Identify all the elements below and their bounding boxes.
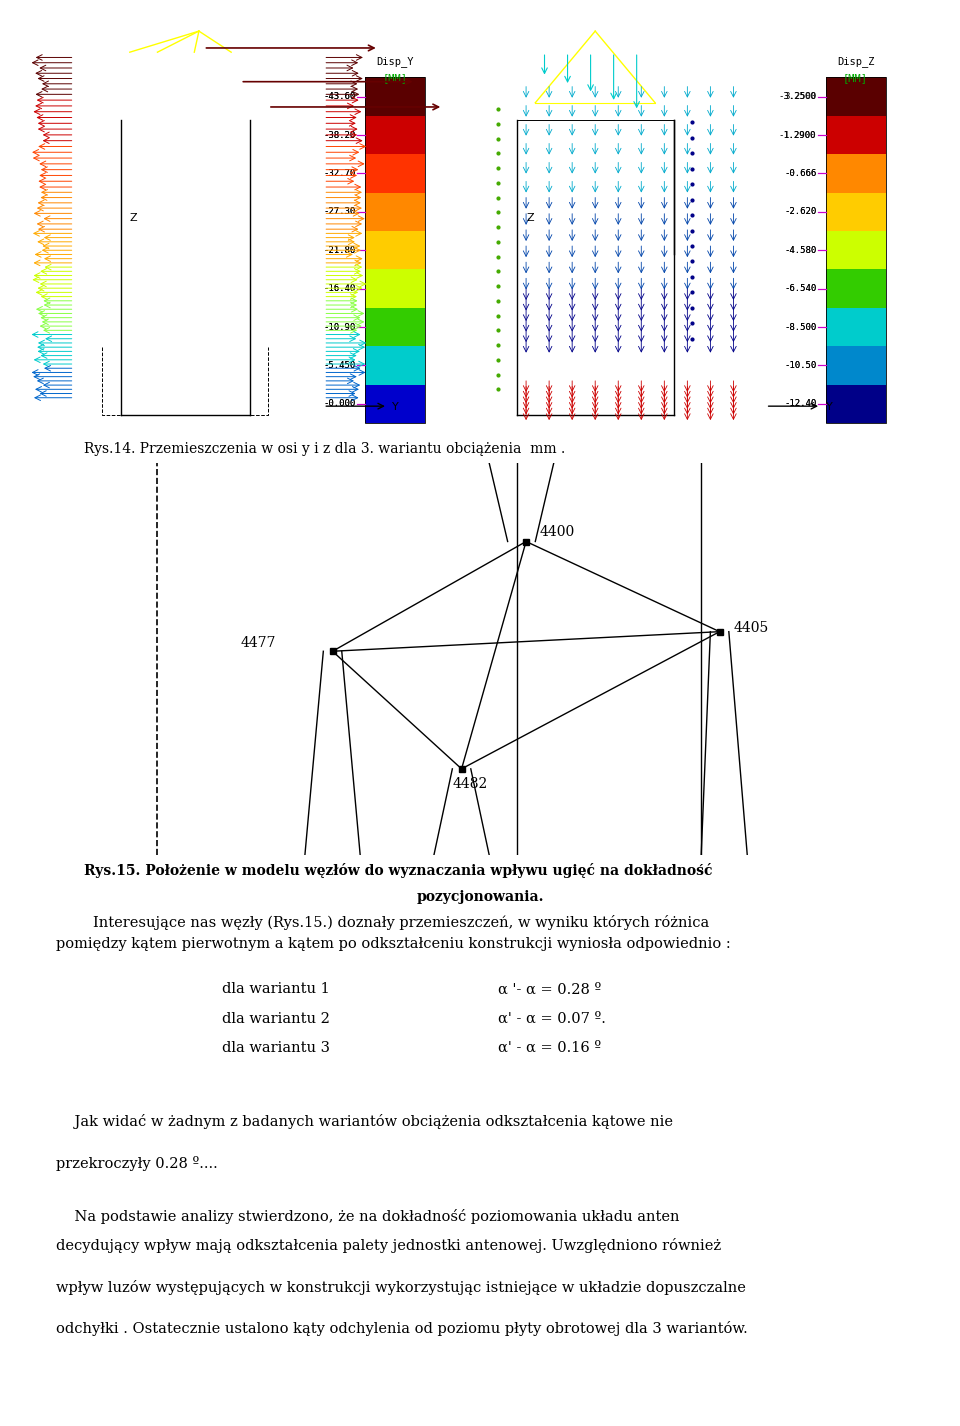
Text: 4477: 4477 xyxy=(240,636,276,650)
Bar xyxy=(826,77,885,116)
Text: Na podstawie analizy stwierdzono, że na dokładność poziomowania układu anten: Na podstawie analizy stwierdzono, że na … xyxy=(56,1209,680,1225)
Text: Jak widać w żadnym z badanych wariantów obciążenia odkształcenia kątowe nie: Jak widać w żadnym z badanych wariantów … xyxy=(56,1114,673,1129)
Text: -2.620: -2.620 xyxy=(784,207,816,217)
Bar xyxy=(365,347,424,385)
Text: -38.20: -38.20 xyxy=(324,131,355,140)
Text: -8.500: -8.500 xyxy=(784,322,816,331)
Bar xyxy=(365,270,424,308)
Bar xyxy=(365,116,424,154)
Bar xyxy=(826,270,885,308)
Text: -0.666: -0.666 xyxy=(784,168,816,178)
Text: [MM]: [MM] xyxy=(382,73,407,83)
Text: -10.90: -10.90 xyxy=(324,322,355,331)
Text: -3.2500: -3.2500 xyxy=(779,93,816,101)
Text: 1.2900: 1.2900 xyxy=(784,131,816,140)
Bar xyxy=(826,116,885,154)
Text: Rys.15. Położenie w modelu węzłów do wyznaczania wpływu ugięć na dokładność: Rys.15. Położenie w modelu węzłów do wyz… xyxy=(84,863,712,878)
Bar xyxy=(365,77,424,116)
Text: α' - α = 0.07 º.: α' - α = 0.07 º. xyxy=(498,1012,607,1025)
Text: -1.2900: -1.2900 xyxy=(779,131,816,140)
Bar xyxy=(826,193,885,231)
Text: Rys.14. Przemieszczenia w osi y i z dla 3. wariantu obciążenia  mm .: Rys.14. Przemieszczenia w osi y i z dla … xyxy=(84,442,565,456)
Bar xyxy=(365,385,424,424)
Text: 3.2500: 3.2500 xyxy=(784,93,816,101)
Text: -16.40: -16.40 xyxy=(324,284,355,294)
Text: 4405: 4405 xyxy=(733,620,769,635)
Bar xyxy=(826,231,885,270)
Text: decydujący wpływ mają odkształcenia palety jednostki antenowej. Uwzględniono rów: decydujący wpływ mają odkształcenia pale… xyxy=(56,1238,721,1253)
Text: -5.450: -5.450 xyxy=(324,361,355,369)
Text: [MM]: [MM] xyxy=(843,73,868,83)
Text: przekroczyły 0.28 º....: przekroczyły 0.28 º.... xyxy=(56,1155,218,1171)
Bar xyxy=(365,77,424,424)
Text: -4.580: -4.580 xyxy=(784,245,816,255)
Text: Y: Y xyxy=(826,402,832,412)
Bar xyxy=(365,308,424,347)
Text: wpływ luzów występujących w konstrukcji wykorzystując istniejące w układzie dopu: wpływ luzów występujących w konstrukcji … xyxy=(56,1281,746,1295)
Text: Disp_Y: Disp_Y xyxy=(376,56,414,67)
Text: -6.540: -6.540 xyxy=(784,284,816,294)
Bar xyxy=(826,347,885,385)
Text: -12.40: -12.40 xyxy=(784,399,816,408)
Text: -0.666: -0.666 xyxy=(784,168,816,178)
Text: -2.620: -2.620 xyxy=(784,207,816,217)
Text: 4400: 4400 xyxy=(540,525,575,539)
Bar xyxy=(826,154,885,193)
Bar xyxy=(365,154,424,193)
Text: α' - α = 0.16 º: α' - α = 0.16 º xyxy=(498,1041,602,1055)
Text: -27.30: -27.30 xyxy=(324,207,355,217)
Text: Z: Z xyxy=(130,212,137,222)
Bar xyxy=(365,231,424,270)
Text: -43.60: -43.60 xyxy=(324,93,355,101)
Text: -10.90: -10.90 xyxy=(324,322,355,331)
Text: -32.70: -32.70 xyxy=(324,168,355,178)
Text: -0.000: -0.000 xyxy=(324,399,355,408)
Text: -0.000: -0.000 xyxy=(324,399,355,408)
Text: -8.500: -8.500 xyxy=(784,322,816,331)
Text: -32.70: -32.70 xyxy=(324,168,355,178)
Text: pozycjonowania.: pozycjonowania. xyxy=(417,890,543,904)
Text: -27.30: -27.30 xyxy=(324,207,355,217)
Text: α '- α = 0.28 º: α '- α = 0.28 º xyxy=(498,983,602,997)
Text: -10.50: -10.50 xyxy=(784,361,816,369)
Text: -12.40: -12.40 xyxy=(784,399,816,408)
Text: -43.60: -43.60 xyxy=(324,93,355,101)
Text: odchyłki . Ostatecznie ustalono kąty odchylenia od poziomu płyty obrotowej dla 3: odchyłki . Ostatecznie ustalono kąty odc… xyxy=(56,1322,748,1336)
Text: pomiędzy kątem pierwotnym a kątem po odkształceniu konstrukcji wyniosła odpowied: pomiędzy kątem pierwotnym a kątem po odk… xyxy=(56,937,731,951)
Bar xyxy=(826,308,885,347)
Text: dla wariantu 3: dla wariantu 3 xyxy=(222,1041,330,1055)
Text: -4.580: -4.580 xyxy=(784,245,816,255)
Text: dla wariantu 2: dla wariantu 2 xyxy=(222,1012,330,1025)
Bar xyxy=(826,77,885,424)
Text: Y: Y xyxy=(393,402,399,412)
Text: Interesujące nas węzły (Rys.15.) doznały przemieszczeń, w wyniku których różnica: Interesujące nas węzły (Rys.15.) doznały… xyxy=(56,915,709,930)
Text: Disp_Z: Disp_Z xyxy=(837,56,875,67)
Text: dla wariantu 1: dla wariantu 1 xyxy=(222,983,329,997)
Text: -38.20: -38.20 xyxy=(324,131,355,140)
Text: -21.80: -21.80 xyxy=(324,245,355,255)
Text: Z: Z xyxy=(526,212,534,222)
Text: -5.450: -5.450 xyxy=(324,361,355,369)
Bar xyxy=(365,193,424,231)
Text: -6.540: -6.540 xyxy=(784,284,816,294)
Bar xyxy=(826,385,885,424)
Text: -21.80: -21.80 xyxy=(324,245,355,255)
Text: -16.40: -16.40 xyxy=(324,284,355,294)
Text: 4482: 4482 xyxy=(452,777,488,791)
Text: -10.50: -10.50 xyxy=(784,361,816,369)
